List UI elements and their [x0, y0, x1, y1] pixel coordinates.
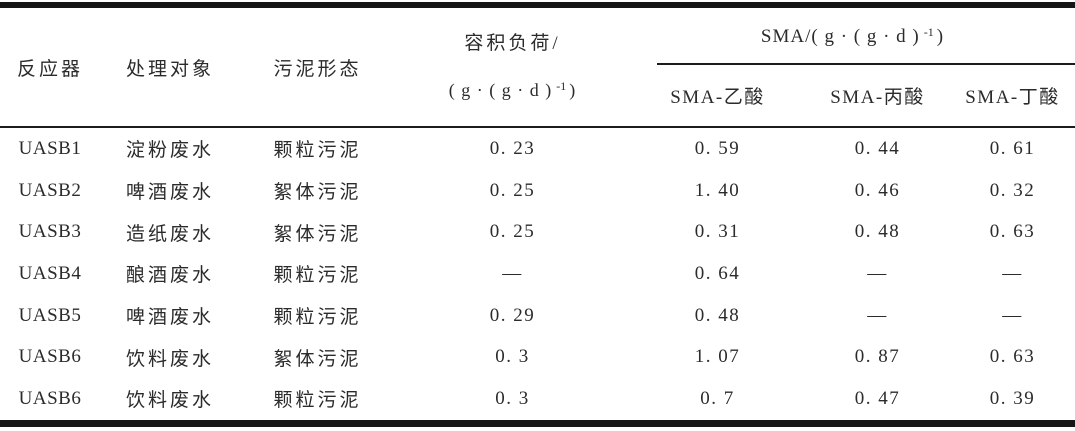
cell-sma-butyric: —: [1002, 304, 1023, 326]
volumetric-load-title: 容积负荷/: [464, 33, 561, 54]
col-header-volumetric-load: 容积负荷/ ( g · ( g · d ) -1): [395, 5, 630, 128]
sma-unit-superscript: -1: [923, 25, 934, 39]
cell-treatment-target: 造纸废水: [125, 223, 214, 245]
table-row: UASB4 酿酒废水 颗粒污泥 — 0. 64 — —: [0, 253, 1075, 295]
sma-unit-base: SMA/( g · ( g · d ): [760, 26, 920, 47]
table-row: UASB6 饮料废水 颗粒污泥 0. 3 0. 7 0. 47 0. 39: [0, 378, 1075, 423]
cell-reactor: UASB2: [18, 179, 82, 201]
cell-reactor: UASB6: [18, 346, 82, 368]
cell-reactor: UASB5: [18, 304, 82, 326]
cell-sma-butyric: 0. 39: [989, 387, 1036, 409]
table-row: UASB3 造纸废水 絮体污泥 0. 25 0. 31 0. 48 0. 63: [0, 211, 1075, 253]
col-header-treatment-target: 处理对象: [100, 5, 240, 128]
cell-sma-acetic: 0. 64: [694, 262, 741, 284]
cell-sma-butyric: 0. 63: [989, 346, 1036, 368]
cell-treatment-target: 酿酒废水: [125, 265, 214, 287]
cell-sma-acetic: 0. 59: [694, 137, 741, 159]
col-header-sma-butyric: SMA-丁酸: [950, 65, 1075, 128]
unit-close: ): [569, 80, 577, 100]
col-header-sma-group: SMA/( g · ( g · d ) -1): [630, 5, 1075, 65]
cell-volumetric-load: 0. 23: [489, 137, 536, 159]
cell-sma-propionic: —: [867, 304, 888, 326]
cell-volumetric-load: 0. 29: [489, 304, 536, 326]
cell-sma-acetic: 1. 40: [694, 179, 741, 201]
cell-sma-butyric: 0. 32: [989, 179, 1036, 201]
cell-reactor: UASB6: [18, 387, 82, 409]
cell-sma-butyric: —: [1002, 262, 1023, 284]
table-header: 反应器 处理对象 污泥形态 容积负荷/ ( g · ( g · d ) -1) S…: [0, 5, 1075, 128]
cell-volumetric-load: 0. 3: [495, 346, 530, 368]
cell-reactor: UASB4: [18, 262, 82, 284]
cell-reactor: UASB1: [18, 137, 82, 159]
cell-sludge-form: 絮体污泥: [273, 182, 362, 204]
cell-volumetric-load: 0. 3: [495, 387, 530, 409]
cell-sma-acetic: 0. 48: [694, 304, 741, 326]
cell-volumetric-load: 0. 25: [489, 221, 536, 243]
volumetric-load-unit: ( g · ( g · d ) -1): [395, 65, 630, 111]
cell-sma-propionic: —: [867, 262, 888, 284]
sma-group-underline: [657, 63, 1075, 65]
unit-base: ( g · ( g · d ): [448, 80, 553, 100]
cell-treatment-target: 淀粉废水: [125, 140, 214, 162]
col-header-sma-propionic: SMA-丙酸: [805, 65, 950, 128]
cell-sma-propionic: 0. 48: [854, 221, 901, 243]
cell-sludge-form: 颗粒污泥: [273, 140, 362, 162]
col-header-sludge-form: 污泥形态: [240, 5, 395, 128]
cell-reactor: UASB3: [18, 221, 82, 243]
table-row: UASB5 啤酒废水 颗粒污泥 0. 29 0. 48 — —: [0, 295, 1075, 337]
unit-superscript: -1: [556, 79, 567, 93]
table-row: UASB6 饮料废水 絮体污泥 0. 3 1. 07 0. 87 0. 63: [0, 336, 1075, 378]
cell-sma-propionic: 0. 47: [854, 387, 901, 409]
cell-sma-propionic: 0. 87: [854, 346, 901, 368]
cell-sma-propionic: 0. 46: [854, 179, 901, 201]
cell-sma-acetic: 1. 07: [694, 346, 741, 368]
cell-sma-acetic: 0. 7: [700, 387, 735, 409]
cell-sma-butyric: 0. 61: [989, 137, 1036, 159]
cell-treatment-target: 啤酒废水: [125, 307, 214, 329]
cell-treatment-target: 啤酒废水: [125, 182, 214, 204]
cell-sludge-form: 颗粒污泥: [273, 307, 362, 329]
table-row: UASB2 啤酒废水 絮体污泥 0. 25 1. 40 0. 46 0. 32: [0, 170, 1075, 212]
table-row: UASB1 淀粉废水 颗粒污泥 0. 23 0. 59 0. 44 0. 61: [0, 127, 1075, 170]
cell-sludge-form: 絮体污泥: [273, 223, 362, 245]
cell-volumetric-load: 0. 25: [489, 179, 536, 201]
cell-volumetric-load: —: [502, 262, 523, 284]
table-body: UASB1 淀粉废水 颗粒污泥 0. 23 0. 59 0. 44 0. 61 …: [0, 127, 1075, 423]
cell-sma-acetic: 0. 31: [694, 221, 741, 243]
sma-unit-close: ): [936, 26, 945, 47]
cell-sludge-form: 颗粒污泥: [273, 265, 362, 287]
cell-treatment-target: 饮料废水: [125, 390, 214, 412]
cell-treatment-target: 饮料废水: [125, 348, 214, 370]
cell-sludge-form: 颗粒污泥: [273, 390, 362, 412]
cell-sma-propionic: 0. 44: [854, 137, 901, 159]
cell-sludge-form: 絮体污泥: [273, 348, 362, 370]
col-header-sma-acetic: SMA-乙酸: [630, 65, 805, 128]
col-header-reactor: 反应器: [0, 5, 100, 128]
cell-sma-butyric: 0. 63: [989, 221, 1036, 243]
